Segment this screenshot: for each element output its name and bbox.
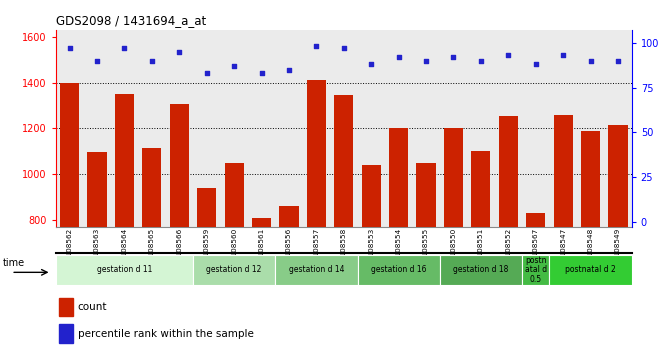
Bar [224,162,243,354]
Bar [88,152,107,354]
Bar [440,255,522,285]
Point [284,67,294,73]
Point [338,45,349,51]
Bar [389,128,408,354]
Text: gestation d 12: gestation d 12 [207,266,262,274]
Text: count: count [78,302,107,312]
Point [558,52,569,58]
Bar [275,255,357,285]
Text: postnatal d 2: postnatal d 2 [565,266,616,274]
Text: time: time [3,258,25,268]
Point [530,61,541,67]
Point [147,58,157,63]
Bar [553,115,572,354]
Bar [581,131,600,354]
Bar [252,218,271,354]
Point [174,49,184,55]
Bar [549,255,632,285]
Text: gestation d 16: gestation d 16 [371,266,426,274]
Text: percentile rank within the sample: percentile rank within the sample [78,329,254,339]
Text: postn
atal d
0.5: postn atal d 0.5 [524,256,547,284]
Bar [170,104,189,354]
Text: gestation d 11: gestation d 11 [97,266,152,274]
Bar [499,116,518,354]
Bar [334,95,353,354]
Bar [59,324,73,343]
Bar [197,188,216,354]
Point [503,52,513,58]
Point [119,45,130,51]
Bar [59,297,73,316]
Bar [362,165,381,354]
Bar [444,128,463,354]
Text: gestation d 14: gestation d 14 [289,266,344,274]
Bar [60,82,79,354]
Point [257,70,267,76]
Bar [142,148,161,354]
Bar [115,94,134,354]
Bar [56,255,193,285]
Bar [522,255,549,285]
Point [229,63,240,69]
Point [64,45,75,51]
Point [201,70,212,76]
Bar [193,255,275,285]
Bar [307,80,326,354]
Bar [357,255,440,285]
Point [366,61,376,67]
Point [311,44,322,49]
Point [393,54,404,60]
Point [586,58,596,63]
Bar [609,125,628,354]
Bar [417,162,436,354]
Point [421,58,432,63]
Bar [526,213,545,354]
Point [448,54,459,60]
Text: gestation d 18: gestation d 18 [453,266,509,274]
Point [92,58,103,63]
Bar [471,151,490,354]
Point [613,58,623,63]
Bar [280,206,299,354]
Text: GDS2098 / 1431694_a_at: GDS2098 / 1431694_a_at [56,14,206,27]
Point [476,58,486,63]
